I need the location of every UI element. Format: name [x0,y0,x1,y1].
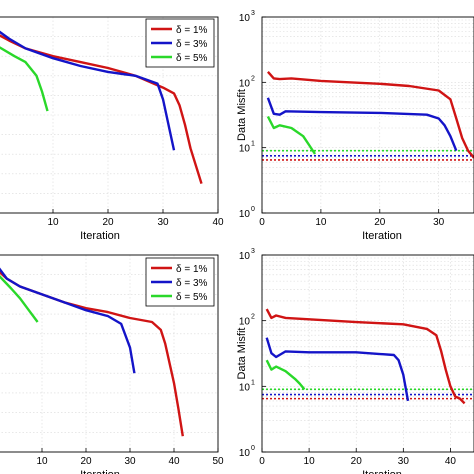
y-axis-label: Data Misfit [236,89,248,141]
y-tick-label: 10 [239,251,251,262]
series-line-3 [266,115,317,155]
series-line-1 [267,71,474,159]
series-line-2 [266,97,458,152]
x-tick-label: 30 [157,217,169,228]
x-tick-label: 10 [304,456,316,467]
chart-panel-top-left: 10 20 30 40 Iteration δ = 1% δ = 3% δ = 5% [0,16,224,242]
x-tick-label: 40 [168,456,180,467]
y-tick-exponent: 1 [251,141,255,148]
grid [261,255,474,452]
x-tick-label: 50 [212,456,224,467]
legend-box [145,18,215,68]
legend-label-2: δ = 3% [176,278,208,289]
x-tick-label: 0 [259,456,265,467]
legend: δ = 1% δ = 3% δ = 5% [145,18,215,68]
series-line-3 [0,275,39,323]
legend-label-1: δ = 1% [176,264,208,275]
series-line-3 [0,46,49,112]
x-tick-label: 10 [315,217,327,228]
x-tick-label: 40 [445,456,457,467]
plot-frame [261,254,474,453]
chart-panel-bottom-left: 10 20 30 40 50 Iteration δ = 1% δ = 3% δ = 5% [0,254,224,474]
y-tick-label: 10 [239,78,251,89]
x-tick-label: 20 [102,217,114,228]
y-tick-exponent: 3 [251,248,255,255]
x-tick-label: 0 [259,217,265,228]
x-axis-label: Iteration [80,230,120,242]
legend: δ = 1% δ = 3% δ = 5% [145,257,215,307]
series-line-2 [0,267,136,374]
plot-frame [0,254,219,453]
chart-panel-bottom-right: 010203040Iteration100101102103Data Misfi… [236,248,474,474]
y-tick-label: 10 [239,209,251,220]
y-axis-label: Data Misfit [236,328,248,380]
plot-frame [261,16,474,214]
x-tick-label: 10 [36,456,48,467]
y-tick-exponent: 2 [251,314,255,321]
legend-label-3: δ = 5% [176,53,208,64]
x-tick-label: 30 [124,456,136,467]
y-tick-exponent: 2 [251,75,255,82]
y-tick-exponent: 0 [251,206,255,213]
legend-label-3: δ = 5% [176,292,208,303]
x-tick-label: 10 [47,217,59,228]
y-tick-label: 10 [239,448,251,459]
grid [261,17,474,213]
y-tick-exponent: 3 [251,10,255,17]
series-line-1 [265,308,466,405]
series-line-2 [0,30,176,151]
y-tick-exponent: 1 [251,379,255,386]
x-tick-label: 20 [374,217,386,228]
y-tick-label: 10 [239,382,251,393]
x-tick-label: 30 [398,456,410,467]
x-axis-label: Iteration [362,469,402,474]
series-line-3 [265,359,306,391]
x-axis-label: Iteration [80,469,120,474]
legend-label-2: δ = 3% [176,39,208,50]
x-tick-label: 30 [433,217,445,228]
y-tick-label: 10 [239,13,251,24]
x-axis-label: Iteration [362,230,402,242]
series-line-2 [265,337,410,402]
y-tick-exponent: 0 [251,445,255,452]
x-tick-label: 20 [80,456,92,467]
legend-label-1: δ = 1% [176,25,208,36]
y-tick-label: 10 [239,317,251,328]
y-tick-label: 10 [239,144,251,155]
x-tick-label: 40 [212,217,224,228]
x-tick-label: 20 [351,456,363,467]
